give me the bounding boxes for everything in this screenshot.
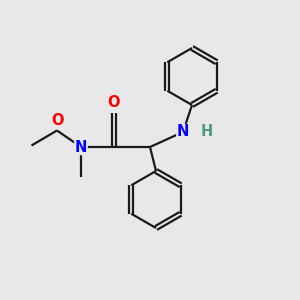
Text: N: N xyxy=(177,124,189,140)
Text: N: N xyxy=(75,140,87,154)
Text: H: H xyxy=(201,124,213,140)
Text: O: O xyxy=(51,113,63,128)
Text: O: O xyxy=(108,95,120,110)
